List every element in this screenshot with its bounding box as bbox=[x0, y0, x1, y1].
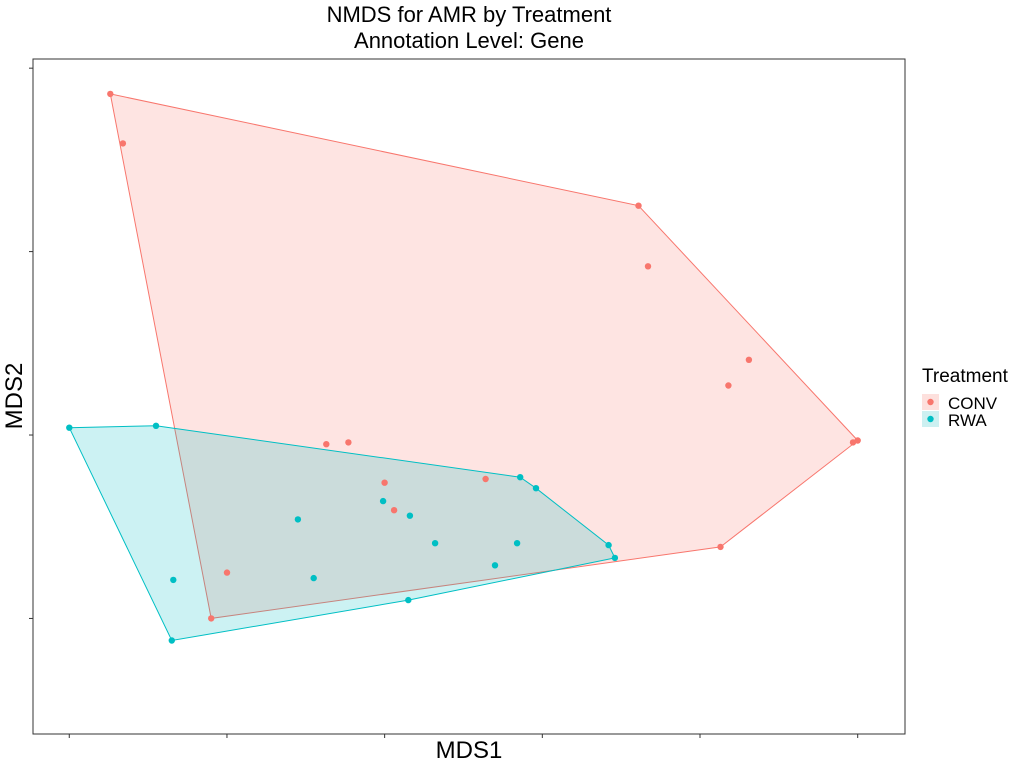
point-rwa-14 bbox=[513, 540, 521, 547]
point-rwa-2 bbox=[152, 422, 160, 429]
legend-label-conv: CONV bbox=[948, 394, 998, 413]
y-axis-label: MDS2 bbox=[1, 363, 28, 430]
point-conv-9 bbox=[717, 543, 724, 551]
axis-ticks bbox=[29, 67, 859, 738]
point-rwa-15 bbox=[605, 541, 612, 549]
point-conv-15 bbox=[223, 569, 231, 576]
hull-conv bbox=[109, 93, 859, 619]
point-rwa-10 bbox=[406, 512, 414, 519]
point-rwa-5 bbox=[517, 474, 524, 481]
point-conv-12 bbox=[381, 479, 388, 486]
point-conv-5 bbox=[745, 356, 753, 363]
point-conv-16 bbox=[208, 615, 215, 622]
point-rwa-9 bbox=[379, 497, 387, 505]
point-conv-6 bbox=[725, 382, 732, 389]
legend-keys bbox=[922, 394, 939, 427]
point-rwa-7 bbox=[294, 516, 302, 523]
hull-layer bbox=[68, 93, 859, 642]
x-axis-label: MDS1 bbox=[436, 737, 503, 764]
legend-key-rwa bbox=[927, 415, 934, 423]
point-layer bbox=[66, 90, 861, 644]
point-conv-14 bbox=[482, 475, 489, 483]
legend: Treatment CONV RWA bbox=[922, 366, 1009, 430]
point-conv-13 bbox=[390, 507, 398, 514]
legend-label-rwa: RWA bbox=[948, 411, 987, 430]
point-rwa-1 bbox=[66, 424, 73, 431]
point-rwa-11 bbox=[431, 540, 439, 547]
point-rwa-8 bbox=[310, 574, 317, 582]
point-conv-8 bbox=[854, 437, 861, 444]
legend-title: Treatment bbox=[922, 366, 1009, 387]
point-rwa-12 bbox=[405, 596, 412, 604]
point-rwa-3 bbox=[170, 576, 177, 584]
point-conv-10 bbox=[323, 441, 330, 448]
point-conv-1 bbox=[107, 90, 114, 98]
chart-subtitle: Annotation Level: Gene bbox=[354, 28, 584, 53]
point-conv-3 bbox=[635, 202, 642, 209]
point-rwa-6 bbox=[532, 485, 540, 492]
chart-title: NMDS for AMR by Treatment bbox=[327, 2, 612, 27]
point-rwa-4 bbox=[168, 637, 175, 644]
point-conv-11 bbox=[345, 439, 352, 446]
point-conv-2 bbox=[119, 140, 127, 147]
point-conv-4 bbox=[644, 263, 652, 270]
point-rwa-16 bbox=[611, 554, 619, 562]
plot-panel-border bbox=[32, 58, 906, 735]
legend-key-conv bbox=[927, 398, 934, 406]
point-rwa-13 bbox=[491, 562, 499, 569]
